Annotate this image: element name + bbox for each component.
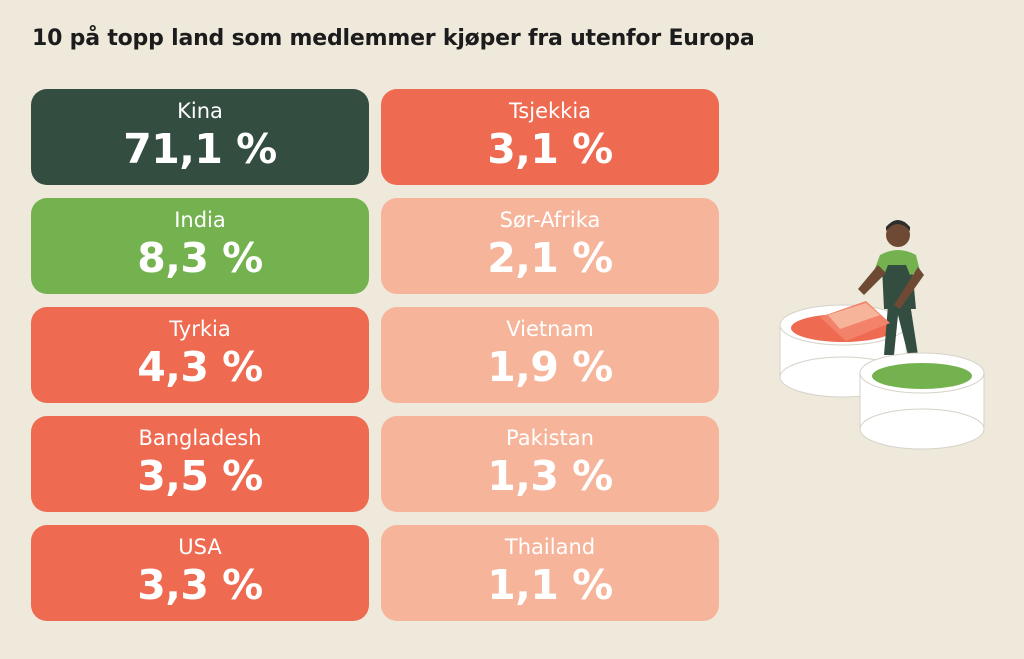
share-value: 3,3 % xyxy=(137,561,263,609)
share-value: 3,5 % xyxy=(137,452,263,500)
country-card: Thailand 1,1 % xyxy=(381,525,719,621)
country-card: India 8,3 % xyxy=(31,198,369,294)
country-card: Sør-Afrika 2,1 % xyxy=(381,198,719,294)
country-card: USA 3,3 % xyxy=(31,525,369,621)
country-name: Sør-Afrika xyxy=(499,208,601,232)
country-name: Pakistan xyxy=(506,426,594,450)
country-card: Bangladesh 3,5 % xyxy=(31,416,369,512)
share-value: 2,1 % xyxy=(487,234,613,282)
country-name: India xyxy=(174,208,226,232)
country-name: Bangladesh xyxy=(138,426,262,450)
share-value: 3,1 % xyxy=(487,125,613,173)
country-name: Thailand xyxy=(504,535,596,559)
country-name: Kina xyxy=(177,99,223,123)
worker-dyeing-fabric-icon xyxy=(779,220,985,450)
share-value: 8,3 % xyxy=(137,234,263,282)
share-value: 1,3 % xyxy=(487,452,613,500)
country-card: Pakistan 1,3 % xyxy=(381,416,719,512)
country-name: USA xyxy=(178,535,222,559)
chart-title: 10 på topp land som medlemmer kjøper fra… xyxy=(32,26,755,51)
country-name: Vietnam xyxy=(506,317,594,341)
country-card: Kina 71,1 % xyxy=(31,89,369,185)
country-name: Tyrkia xyxy=(169,317,231,341)
country-card: Tyrkia 4,3 % xyxy=(31,307,369,403)
share-value: 71,1 % xyxy=(123,125,277,173)
country-grid: Kina 71,1 % India 8,3 % Tyrkia 4,3 % Banglades… xyxy=(31,89,719,621)
country-card: Vietnam 1,9 % xyxy=(381,307,719,403)
share-value: 1,1 % xyxy=(487,561,613,609)
country-name: Tsjekkia xyxy=(508,99,592,123)
country-card: Tsjekkia 3,1 % xyxy=(381,89,719,185)
share-value: 4,3 % xyxy=(137,343,263,391)
share-value: 1,9 % xyxy=(487,343,613,391)
